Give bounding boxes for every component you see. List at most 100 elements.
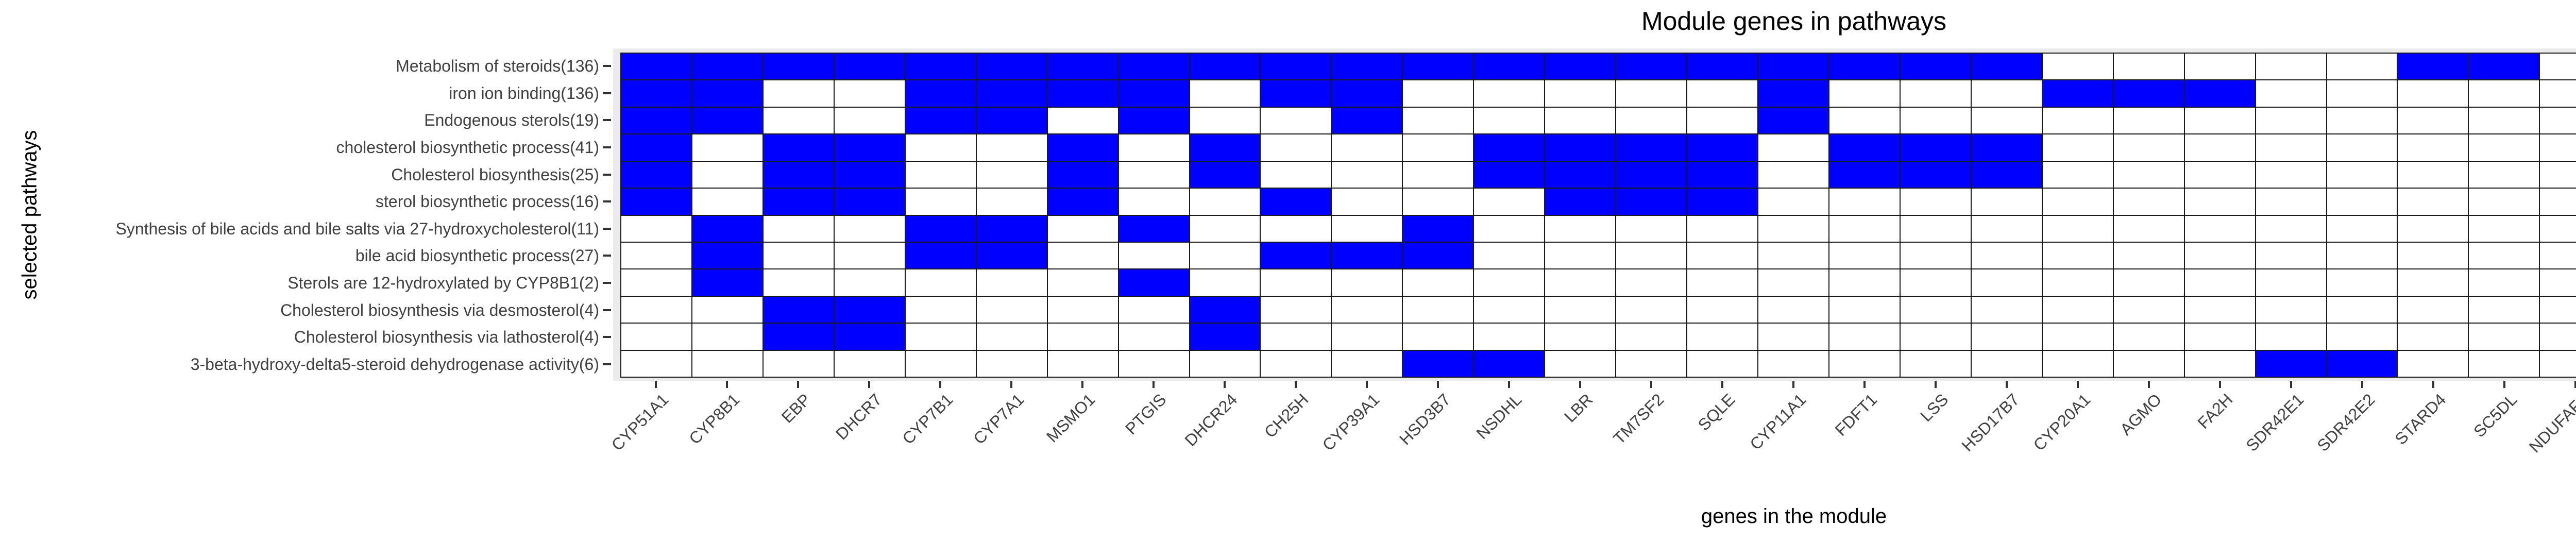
heatmap-cell xyxy=(1545,324,1616,350)
heatmap-cell xyxy=(1545,296,1616,323)
heatmap-cell xyxy=(2540,324,2576,350)
heatmap-cell xyxy=(905,269,976,296)
heatmap-cell xyxy=(1758,269,1828,296)
heatmap-cell xyxy=(2042,269,2113,296)
heatmap-cell xyxy=(1971,269,2042,296)
heatmap-cell xyxy=(1900,54,1971,80)
heatmap-cell xyxy=(2540,215,2576,242)
heatmap-cell xyxy=(1687,189,1758,215)
heatmap-cell xyxy=(1758,107,1828,134)
heatmap-cell xyxy=(1829,215,1900,242)
heatmap-cell xyxy=(1118,134,1189,161)
heatmap-cell xyxy=(1900,161,1971,188)
heatmap-cell xyxy=(621,80,691,107)
heatmap-cell xyxy=(1118,350,1189,377)
heatmap-cell xyxy=(2042,296,2113,323)
heatmap-cell xyxy=(1545,80,1616,107)
heatmap-cell xyxy=(1332,54,1402,80)
heatmap-cell xyxy=(976,54,1047,80)
heatmap-cell xyxy=(1118,269,1189,296)
heatmap-cell xyxy=(905,107,976,134)
y-axis-tick xyxy=(603,363,611,365)
heatmap-cell xyxy=(2256,296,2326,323)
heatmap-cell xyxy=(2113,54,2184,80)
heatmap-cell xyxy=(1900,134,1971,161)
heatmap-cell xyxy=(1900,242,1971,269)
heatmap-cell xyxy=(2042,134,2113,161)
heatmap-cell xyxy=(1971,350,2042,377)
heatmap-cell xyxy=(2398,189,2468,215)
heatmap-cell xyxy=(1616,242,1687,269)
y-axis-tick xyxy=(603,119,611,122)
heatmap-cell xyxy=(2184,161,2255,188)
x-axis-tick xyxy=(2006,381,2008,388)
heatmap-cell xyxy=(2540,54,2576,80)
heatmap-cell xyxy=(1047,107,1118,134)
heatmap-cell xyxy=(1118,161,1189,188)
x-axis-tick xyxy=(1081,381,1083,388)
heatmap-cell xyxy=(1545,107,1616,134)
x-axis-tick xyxy=(1650,381,1652,388)
heatmap-cell xyxy=(1047,324,1118,350)
x-axis-tick xyxy=(726,381,728,388)
heatmap-cell xyxy=(1758,161,1828,188)
heatmap-cell xyxy=(2469,296,2539,323)
heatmap-cell xyxy=(2398,296,2468,323)
heatmap-cell xyxy=(976,161,1047,188)
x-axis-tick xyxy=(2361,381,2363,388)
heatmap-cell xyxy=(1474,107,1545,134)
y-tick-label: Metabolism of steroids(136) xyxy=(396,57,599,76)
heatmap-cell xyxy=(2469,107,2539,134)
heatmap-cell xyxy=(2327,189,2397,215)
heatmap-cell xyxy=(834,242,905,269)
heatmap-cell xyxy=(1047,269,1118,296)
heatmap-cell xyxy=(1474,161,1545,188)
heatmap-cell xyxy=(1190,54,1260,80)
heatmap-cell xyxy=(1118,80,1189,107)
y-tick-label: Sterols are 12-hydroxylated by CYP8B1(2) xyxy=(287,273,599,292)
heatmap-cell xyxy=(763,215,834,242)
heatmap-cell xyxy=(2113,161,2184,188)
heatmap-cell xyxy=(763,134,834,161)
heatmap-cell xyxy=(976,269,1047,296)
heatmap-cell xyxy=(1900,350,1971,377)
heatmap-cell xyxy=(2540,269,2576,296)
y-tick-label: sterol biosynthetic process(16) xyxy=(376,192,599,211)
heatmap-cell xyxy=(2398,269,2468,296)
heatmap-cell xyxy=(1474,80,1545,107)
y-tick-label: cholesterol biosynthetic process(41) xyxy=(336,138,599,157)
heatmap-cell xyxy=(621,215,691,242)
heatmap-cell xyxy=(2113,296,2184,323)
heatmap-cell xyxy=(976,242,1047,269)
x-axis-tick xyxy=(2148,381,2150,388)
heatmap-cell xyxy=(1829,269,1900,296)
heatmap-cell xyxy=(834,161,905,188)
y-tick-label: Synthesis of bile acids and bile salts v… xyxy=(115,219,599,238)
y-axis-tick xyxy=(603,255,611,257)
heatmap-cell xyxy=(1829,107,1900,134)
heatmap-cell xyxy=(834,189,905,215)
heatmap-cell xyxy=(834,107,905,134)
x-axis-tick xyxy=(655,381,657,388)
heatmap-cell xyxy=(692,134,762,161)
heatmap-cell xyxy=(2540,80,2576,107)
heatmap-cell xyxy=(2469,242,2539,269)
heatmap-cell xyxy=(2469,161,2539,188)
heatmap-cell xyxy=(2469,215,2539,242)
heatmap-cell xyxy=(1118,242,1189,269)
heatmap-cell xyxy=(1047,296,1118,323)
heatmap-cell xyxy=(2327,134,2397,161)
heatmap-cell xyxy=(1261,134,1331,161)
heatmap-cell xyxy=(1687,215,1758,242)
heatmap-cell xyxy=(2469,350,2539,377)
heatmap-cell xyxy=(1332,269,1402,296)
heatmap-cell xyxy=(2113,80,2184,107)
heatmap-cell xyxy=(1971,134,2042,161)
heatmap-cell xyxy=(1474,324,1545,350)
heatmap-cell xyxy=(976,296,1047,323)
x-axis-tick xyxy=(1295,381,1297,388)
heatmap-cell xyxy=(2256,80,2326,107)
heatmap-cell xyxy=(1545,134,1616,161)
heatmap-cell xyxy=(1687,269,1758,296)
heatmap-cell xyxy=(1190,350,1260,377)
